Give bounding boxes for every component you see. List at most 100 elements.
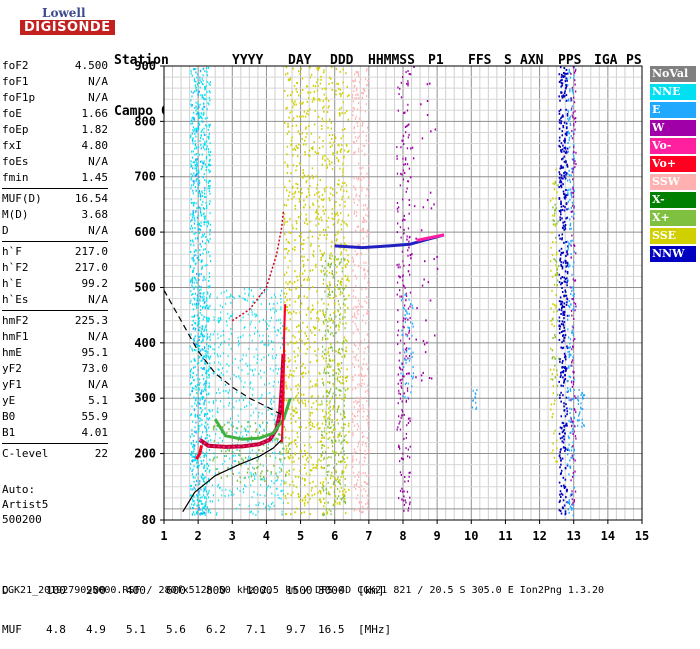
echo-point [358,71,359,73]
echo-point [290,513,291,515]
echo-point [310,76,311,78]
echo-point [579,413,580,415]
echo-point [267,470,268,472]
echo-point [307,223,308,225]
echo-point [472,400,473,402]
echo-point [352,413,353,415]
echo-point [194,445,195,447]
echo-point [317,99,318,101]
echo-point [562,330,564,332]
echo-point [565,270,567,272]
echo-point [332,82,333,84]
echo-point [363,472,364,474]
echo-point [343,500,344,502]
echo-point [218,346,219,348]
echo-point [191,405,192,407]
echo-point [310,513,311,515]
echo-point [368,80,369,82]
echo-point [345,339,346,341]
echo-point [566,301,568,303]
echo-point [208,374,209,376]
echo-point [572,386,573,388]
echo-point [252,394,253,396]
echo-point [251,511,252,513]
echo-point [246,363,247,365]
echo-point [208,280,209,282]
echo-point [567,253,569,255]
echo-point [203,513,204,515]
echo-point [559,339,561,341]
echo-point [299,275,300,277]
echo-point [567,142,568,144]
echo-point [243,297,244,299]
echo-point [571,228,572,230]
echo-point [566,489,568,491]
echo-point [193,460,194,462]
echo-point [430,192,432,194]
echo-point [352,351,353,353]
echo-point [286,452,287,454]
echo-point [563,317,565,319]
echo-point [297,130,298,132]
echo-point [403,135,404,137]
echo-point [566,73,568,75]
echo-point [583,397,584,399]
echo-point [565,241,567,243]
echo-point [570,73,571,75]
echo-point [407,80,408,82]
echo-point [205,454,206,456]
echo-point [363,411,364,413]
echo-point [336,266,337,268]
echo-point [257,435,258,437]
echo-point [202,176,203,178]
echo-point [364,153,365,155]
echo-point [566,69,568,71]
echo-point [192,133,193,135]
echo-point [328,304,329,306]
echo-point [304,151,305,153]
echo-point [253,295,254,297]
echo-point [299,176,300,178]
echo-point [398,390,399,392]
echo-point [561,470,563,472]
echo-point [191,179,192,181]
echo-point [317,90,318,92]
echo-point [200,289,201,291]
echo-point [398,374,399,376]
echo-point [554,304,555,306]
echo-point [258,416,259,418]
echo-point [347,151,348,153]
echo-point [191,368,192,370]
echo-point [227,422,228,424]
echo-point [559,482,561,484]
echo-point [284,481,285,483]
echo-point [567,241,568,243]
echo-point [360,506,361,508]
echo-point [203,132,204,134]
echo-point [361,179,362,181]
echo-point [289,231,290,233]
echo-point [227,475,228,477]
echo-point [425,351,427,353]
echo-point [326,372,327,374]
echo-point [367,437,368,439]
echo-point [300,500,301,502]
echo-point [316,464,317,466]
echo-point [309,177,310,179]
echo-point [399,460,400,462]
echo-point [203,213,204,215]
echo-point [294,100,295,102]
echo-point [329,366,330,368]
echo-point [289,448,290,450]
echo-point [562,268,564,270]
echo-point [312,425,313,427]
echo-point [246,463,247,465]
echo-point [199,494,200,496]
echo-point [280,459,281,461]
echo-point [575,252,576,254]
echo-point [416,339,418,341]
echo-point [239,504,240,506]
echo-point [264,344,265,346]
echo-point [306,133,307,135]
